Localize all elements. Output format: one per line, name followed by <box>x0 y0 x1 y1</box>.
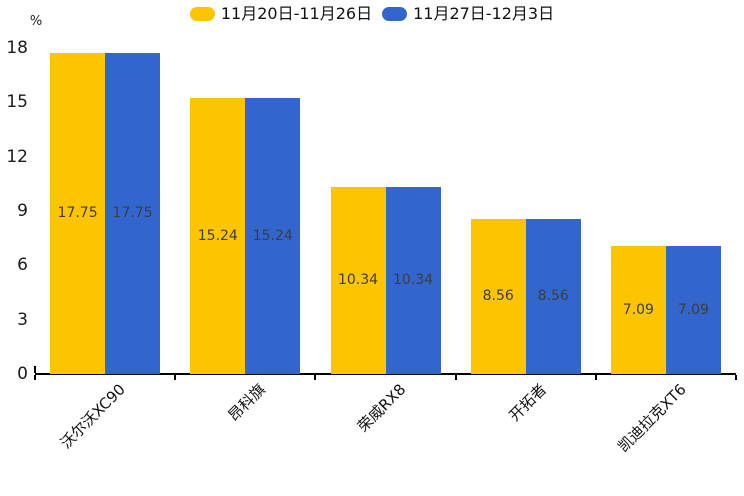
y-axis-tick-label: 6 <box>17 255 28 276</box>
x-axis-tick <box>594 375 597 380</box>
y-axis-tick-label: 15 <box>6 92 28 113</box>
x-axis-category-label: 荣威RX8 <box>354 380 410 436</box>
legend: 11月20日-11月26日 11月27日-12月3日 <box>0 5 744 23</box>
y-axis-tick-label: 18 <box>6 38 28 58</box>
bar-series2-昂科旗[interactable] <box>245 97 301 374</box>
x-axis-category-label: 凯迪拉克XT6 <box>614 380 690 456</box>
bar-value-label: 15.24 <box>252 227 293 244</box>
bar-value-label: 7.09 <box>622 301 654 318</box>
y-axis-tick-label: 12 <box>6 146 28 167</box>
y-axis-tick-label: 3 <box>17 309 28 330</box>
bar-series2-凯迪拉克XT6[interactable] <box>665 245 721 374</box>
x-axis-tick <box>314 375 317 380</box>
bar-value-label: 15.24 <box>197 227 238 244</box>
x-axis-tick <box>735 375 737 380</box>
legend-swatch-week2 <box>382 7 408 21</box>
x-axis-line <box>35 373 736 375</box>
legend-item-week1[interactable]: 11月20日-11月26日 <box>189 4 373 23</box>
bar-series2-沃尔沃XC90[interactable] <box>105 52 161 374</box>
x-axis-category-label: 昂科旗 <box>224 380 270 425</box>
y-axis-origin-tick <box>34 366 36 373</box>
bar-series1-昂科旗[interactable] <box>190 97 246 374</box>
x-axis-category-label: 开拓者 <box>505 380 550 425</box>
x-axis-tick <box>174 375 177 380</box>
bar-value-label: 8.56 <box>482 288 514 305</box>
x-axis-tick <box>34 375 36 380</box>
bar-value-label: 7.09 <box>677 301 709 318</box>
x-axis-tick <box>454 375 457 380</box>
legend-swatch-week1 <box>189 7 215 21</box>
bar-value-label: 10.34 <box>337 272 379 289</box>
bar-value-label: 17.75 <box>57 205 98 222</box>
bar-series2-开拓者[interactable] <box>525 218 581 374</box>
bar-series2-荣威RX8[interactable] <box>385 186 441 374</box>
legend-label-week2: 11月27日-12月3日 <box>413 4 555 23</box>
bar-series1-沃尔沃XC90[interactable] <box>50 52 106 374</box>
x-axis-category-label: 沃尔沃XC90 <box>57 380 130 453</box>
bar-value-label: 17.75 <box>112 205 153 222</box>
bar-value-label: 8.56 <box>537 288 569 305</box>
bar-series1-荣威RX8[interactable] <box>330 186 386 374</box>
legend-label-week1: 11月20日-11月26日 <box>220 4 373 23</box>
y-axis-tick-label: 0 <box>17 364 28 384</box>
bar-series1-开拓者[interactable] <box>470 218 526 374</box>
bar-value-label: 10.34 <box>392 272 434 289</box>
legend-item-week2[interactable]: 11月27日-12月3日 <box>382 5 554 23</box>
y-axis-unit-label: % <box>29 14 43 29</box>
y-axis-tick-label: 9 <box>17 201 28 221</box>
bar-series1-凯迪拉克XT6[interactable] <box>610 245 666 374</box>
